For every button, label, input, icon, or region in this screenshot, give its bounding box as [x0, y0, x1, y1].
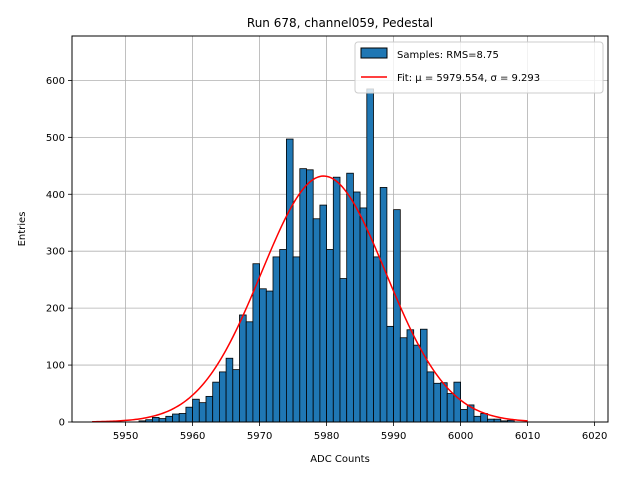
histogram-bar — [419, 328, 428, 423]
histogram-bar — [386, 325, 394, 423]
histogram-bar — [158, 418, 167, 423]
histogram-bar — [359, 207, 368, 423]
histogram-bar — [373, 256, 381, 423]
chart-title: Run 678, channel059, Pedestal — [247, 16, 433, 30]
fit-curve — [92, 175, 528, 423]
histogram-bar — [446, 393, 455, 423]
x-tick-label: 5970 — [247, 431, 272, 442]
x-tick-label: 5990 — [381, 431, 406, 442]
histogram-bar — [285, 138, 294, 423]
histogram-bar — [232, 369, 240, 423]
legend-histogram-swatch — [360, 47, 388, 59]
y-tick-label: 300 — [46, 247, 65, 258]
histogram-bar — [480, 413, 488, 423]
histogram-bar — [265, 290, 274, 423]
histogram-bar — [218, 371, 227, 423]
y-axis-label: Entries — [17, 212, 28, 247]
y-tick-label: 400 — [46, 190, 65, 201]
x-tick-label: 6020 — [582, 431, 607, 442]
histogram-bar — [225, 357, 234, 423]
histogram-bar — [326, 249, 334, 423]
y-tick-label: 600 — [46, 76, 65, 87]
histogram-bar — [205, 395, 214, 423]
histogram-bar — [306, 169, 314, 423]
x-axis: 5950 5960 5970 5980 5990 6000 6010 6020 — [113, 422, 607, 442]
histogram-bar — [460, 409, 468, 423]
legend: Samples: RMS=8.75 Fit: μ = 5979.554, σ =… — [354, 41, 604, 94]
y-tick-label: 500 — [46, 133, 65, 144]
histogram-bar — [192, 398, 200, 423]
x-tick-label: 6010 — [515, 431, 540, 442]
histogram-bar — [259, 288, 267, 423]
x-tick-label: 5980 — [314, 431, 339, 442]
histogram-bar — [346, 172, 354, 423]
histogram-bar — [299, 168, 307, 423]
histogram-bar — [198, 402, 207, 423]
histogram-bar — [312, 218, 321, 423]
legend-fit-label: Fit: μ = 5979.554, σ = 9.293 — [397, 73, 540, 84]
histogram-bar — [379, 187, 388, 423]
x-tick-label: 5960 — [180, 431, 205, 442]
histogram-bar — [239, 314, 247, 423]
histogram-bar — [352, 191, 361, 423]
histogram-bar — [413, 344, 421, 423]
histogram-bar — [165, 415, 173, 423]
histogram-bar — [245, 321, 254, 423]
histogram-bar — [339, 278, 348, 423]
histogram-bar — [433, 382, 441, 423]
x-tick-label: 6000 — [448, 431, 473, 442]
histogram-bar — [185, 406, 193, 423]
histogram-bar — [453, 381, 461, 423]
legend-box — [354, 41, 604, 94]
histogram-bar — [151, 417, 160, 423]
histogram-bar — [473, 415, 482, 423]
histogram-bar — [292, 256, 301, 423]
y-tick-label: 100 — [46, 361, 65, 372]
legend-histogram-label: Samples: RMS=8.75 — [397, 50, 499, 61]
histogram-bar — [319, 204, 327, 423]
histogram-bar — [252, 263, 260, 423]
histogram-bar — [399, 337, 408, 423]
fit-curve-layer — [92, 175, 528, 423]
histogram-bar — [332, 176, 341, 423]
y-tick-label: 0 — [59, 418, 65, 429]
histogram-bar — [279, 249, 287, 423]
x-axis-label: ADC Counts — [310, 454, 370, 465]
plot-frame — [71, 35, 609, 423]
histogram-bar — [440, 382, 448, 423]
histogram-bar — [172, 413, 180, 423]
histogram-bar — [406, 329, 415, 423]
y-tick-label: 200 — [46, 304, 65, 315]
histogram-bar — [212, 381, 220, 423]
histogram-bar — [366, 88, 374, 423]
histogram-bar — [272, 256, 281, 423]
y-axis: 0 100 200 300 400 500 600 — [46, 76, 72, 429]
histogram-bar — [393, 209, 401, 423]
x-tick-label: 5950 — [113, 431, 138, 442]
histogram-bar — [178, 413, 187, 423]
histogram-bar — [426, 371, 435, 423]
